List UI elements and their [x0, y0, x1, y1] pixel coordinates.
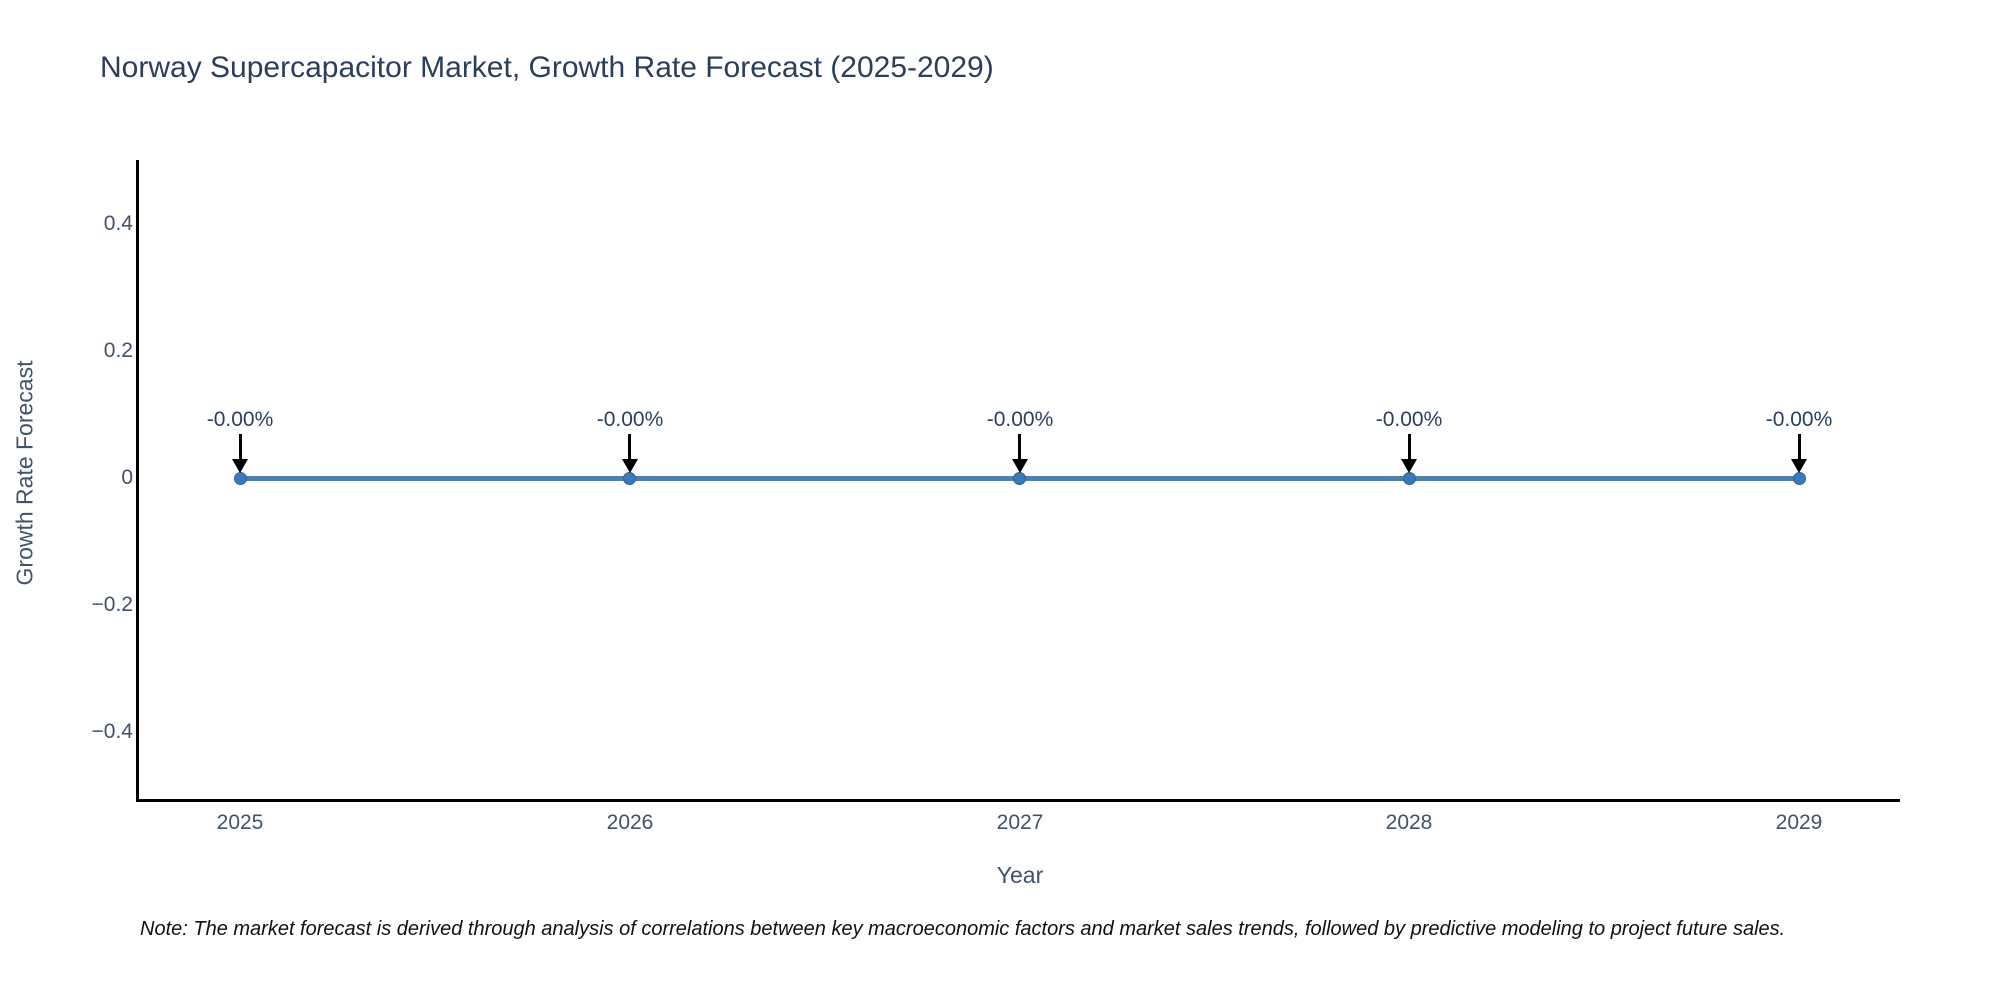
point-annotation-label: -0.00% [596, 408, 664, 431]
annotation-arrow-stem [239, 434, 242, 460]
point-annotation-label: -0.00% [986, 408, 1054, 431]
y-axis-tick-label: −0.2 [91, 593, 133, 616]
annotation-arrow-stem [1018, 434, 1021, 460]
x-axis-line [136, 799, 1900, 802]
annotation-arrow-stem [1408, 434, 1411, 460]
y-axis-tick-label: 0.2 [103, 339, 133, 362]
annotation-arrow-head-icon [622, 459, 638, 473]
annotation-arrow-head-icon [1791, 459, 1807, 473]
annotation-arrow-head-icon [1401, 459, 1417, 473]
x-axis-title: Year [996, 862, 1044, 888]
y-axis-tick-label: 0 [121, 466, 133, 489]
point-annotation-label: -0.00% [1765, 408, 1833, 431]
x-axis-tick-label: 2026 [606, 811, 654, 834]
y-axis-tick-label: 0.4 [103, 212, 133, 235]
x-axis-tick-label: 2027 [996, 811, 1044, 834]
point-annotation-label: -0.00% [206, 408, 274, 431]
data-point-marker [623, 472, 636, 485]
chart-title: Norway Supercapacitor Market, Growth Rat… [100, 51, 994, 84]
annotation-arrow-head-icon [1012, 459, 1028, 473]
y-axis-tick-label: −0.4 [91, 720, 133, 743]
data-point-marker [1013, 472, 1026, 485]
annotation-arrow-stem [1798, 434, 1801, 460]
footnote: Note: The market forecast is derived thr… [140, 918, 1786, 940]
data-point-marker [1403, 472, 1416, 485]
data-point-marker [234, 472, 247, 485]
x-axis-tick-label: 2025 [216, 811, 264, 834]
y-axis-line [136, 160, 139, 802]
point-annotation-label: -0.00% [1375, 408, 1443, 431]
annotation-arrow-head-icon [232, 459, 248, 473]
x-axis-tick-label: 2029 [1775, 811, 1823, 834]
annotation-arrow-stem [628, 434, 631, 460]
x-axis-tick-label: 2028 [1385, 811, 1433, 834]
data-point-marker [1793, 472, 1806, 485]
